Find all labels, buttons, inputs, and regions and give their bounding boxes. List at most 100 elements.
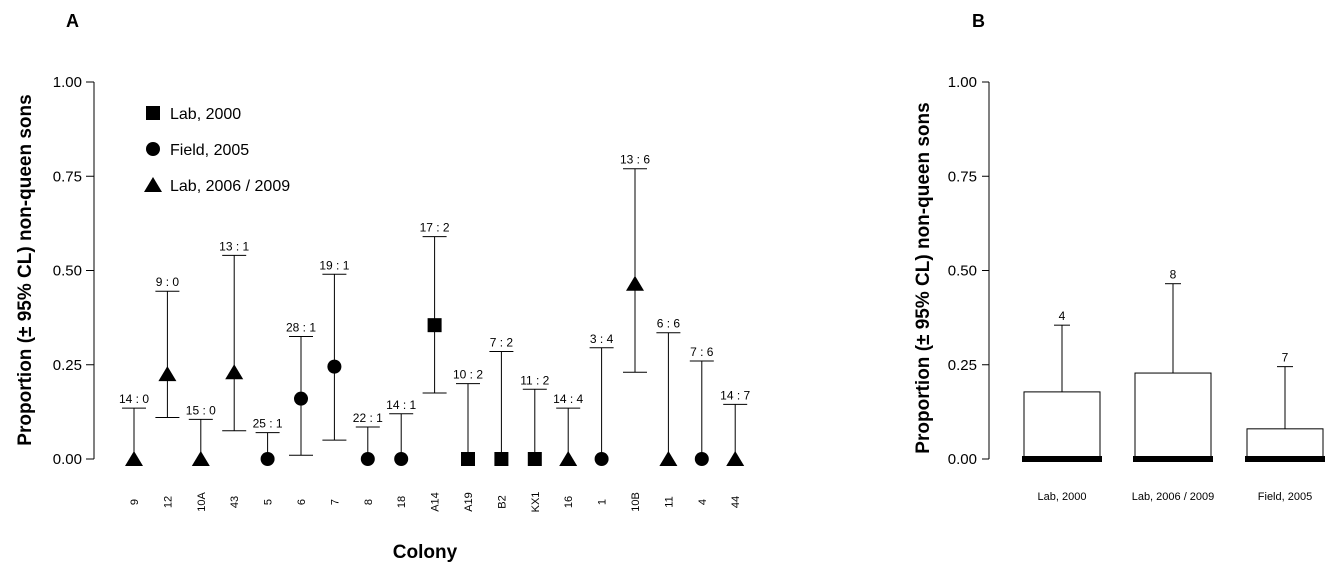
panel-b-bar — [1023, 391, 1101, 460]
panel-a-x-tick-label: 43 — [229, 496, 241, 508]
panel-a-y-tick-label: 0.00 — [53, 451, 82, 468]
panel-a-point-marker — [726, 451, 745, 466]
panel-b-letter: B — [972, 11, 985, 31]
panel-a-count-label: 14 : 1 — [386, 398, 416, 412]
panel-a-legend: Lab, 2000 Field, 2005 Lab, 2006 / 2009 — [144, 106, 290, 195]
panel-a-x-tick-label: 16 — [563, 496, 575, 508]
panel-a-x-tick-label: 10B — [630, 492, 642, 512]
panel-a-x-tick-label: 6 — [296, 499, 308, 505]
panel-a-x-tick-label: A19 — [463, 492, 475, 512]
panel-a-point-marker — [158, 366, 177, 382]
panel-a-point-group: 13 : 1 43 — [219, 239, 249, 508]
panel-a-point-group: 17 : 2 A14 — [420, 221, 450, 512]
panel-a-count-label: 6 : 6 — [657, 317, 681, 331]
panel-a-legend-label: Lab, 2000 — [170, 106, 241, 123]
panel-a-x-tick-label: 11 — [663, 496, 675, 507]
panel-a-legend-label: Lab, 2006 / 2009 — [170, 178, 290, 195]
panel-a-count-label: 10 : 2 — [453, 368, 483, 382]
panel-a-point-group: 14 : 4 16 — [553, 392, 583, 508]
panel-a: A 0.00 0.25 0.50 0.75 1.00 Proportion (± 95%… — [15, 11, 751, 563]
panel-a-point-marker — [626, 275, 644, 291]
panel-a-x-tick-label: 5 — [263, 499, 275, 505]
panel-a-point-marker — [494, 452, 509, 466]
panel-a-point-group: 13 : 6 10B — [620, 153, 650, 512]
panel-a-point-marker — [191, 451, 210, 466]
panel-a-point-group: 19 : 1 7 — [319, 258, 349, 505]
panel-a-point-group: 7 : 2 B2 — [489, 336, 514, 509]
panel-a-y-tick-label: 0.75 — [53, 168, 82, 185]
panel-a-point-group: 14 : 0 9 — [119, 392, 149, 505]
panel-b-category-label: Field, 2005 — [1258, 491, 1312, 503]
panel-a-count-label: 17 : 2 — [420, 221, 450, 235]
panel-b-baseline — [1022, 456, 1102, 462]
panel-a-x-tick-label: B2 — [496, 495, 508, 508]
panel-a-point-group: 7 : 6 4 — [689, 345, 714, 505]
panel-a-x-tick-label: 9 — [129, 499, 141, 505]
panel-a-point-marker — [394, 452, 409, 466]
panel-a-point-group: 14 : 7 44 — [720, 388, 750, 508]
panel-a-letter: A — [66, 11, 79, 31]
panel-a-y-tick-label: 0.50 — [53, 263, 82, 280]
panel-b-category-label: Lab, 2006 / 2009 — [1132, 491, 1215, 503]
panel-a-x-tick-label: 8 — [363, 499, 375, 505]
panel-a-point-group: 22 : 1 8 — [353, 411, 383, 505]
panel-b-bar-group: 8 Lab, 2006 / 2009 — [1132, 268, 1215, 503]
panel-a-point-group: 10 : 2 A19 — [453, 368, 483, 512]
panel-a-x-tick-label: 44 — [730, 496, 742, 508]
panel-b-category-label: Lab, 2000 — [1038, 491, 1087, 503]
panel-a-point-marker — [360, 452, 375, 466]
panel-a-count-label: 14 : 7 — [720, 388, 750, 402]
panel-a-point-marker — [327, 359, 342, 374]
panel-a-data: 14 : 0 9 9 : 0 12 15 : 0 10A 13 : 1 43 25 : 1 5 28… — [119, 153, 751, 513]
panel-a-point-marker — [694, 452, 709, 466]
panel-a-point-group: 28 : 1 6 — [286, 320, 316, 505]
panel-a-point-marker — [125, 451, 143, 466]
panel-a-point-marker — [427, 318, 442, 333]
panel-a-point-group: 9 : 0 12 — [155, 275, 180, 508]
panel-b-bar — [1246, 428, 1324, 460]
panel-b: B 0.00 0.25 0.50 0.75 1.00 Proportion (± 95%… — [913, 11, 1325, 503]
panel-a-count-label: 13 : 6 — [620, 153, 650, 167]
panel-a-x-tick-label: A14 — [430, 492, 442, 512]
panel-a-count-label: 14 : 4 — [553, 392, 583, 406]
panel-a-point-marker — [527, 452, 542, 466]
panel-a-point-marker — [559, 451, 578, 466]
panel-a-x-tick-label: 12 — [162, 496, 174, 508]
panel-a-count-label: 7 : 6 — [690, 345, 714, 359]
panel-a-point-group: 3 : 4 1 — [589, 332, 614, 505]
panel-a-point-marker — [225, 364, 244, 380]
panel-a-x-tick-label: 7 — [329, 499, 341, 505]
panel-b-bar — [1134, 372, 1212, 460]
panel-a-legend-label: Field, 2005 — [170, 142, 249, 159]
panel-a-count-label: 28 : 1 — [286, 320, 316, 334]
panel-a-point-group: 15 : 0 10A — [186, 403, 216, 511]
panel-a-point-marker — [260, 452, 275, 466]
panel-a-y-tick-label: 0.25 — [53, 357, 82, 374]
panel-b-bar-group: 4 Lab, 2000 — [1022, 309, 1102, 503]
panel-b-y-axis-label: Proportion (± 95% CL) non-queen sons — [913, 102, 934, 453]
panel-b-count-label: 8 — [1170, 268, 1177, 282]
panel-a-x-tick-label: 1 — [597, 499, 609, 505]
panel-a-count-label: 3 : 4 — [590, 332, 614, 346]
panel-a-point-group: 25 : 1 5 — [253, 417, 283, 505]
panel-a-legend-marker — [146, 142, 160, 156]
panel-a-point-marker — [659, 451, 678, 466]
panel-a-y-tick-label: 1.00 — [53, 74, 82, 91]
panel-a-point-group: 11 : 2 KX1 — [520, 373, 549, 512]
panel-a-point-group: 6 : 6 11 — [656, 317, 681, 508]
panel-b-bar-group: 7 Field, 2005 — [1245, 351, 1325, 503]
panel-a-legend-marker — [144, 177, 162, 192]
panel-a-x-axis-label: Colony — [393, 542, 458, 563]
panel-b-y-tick-label: 0.00 — [948, 451, 977, 468]
panel-a-count-label: 11 : 2 — [520, 373, 549, 387]
panel-b-data: 4 Lab, 2000 8 Lab, 2006 / 2009 7 Field, 2005 — [1022, 268, 1325, 503]
panel-a-x-tick-label: KX1 — [530, 492, 542, 513]
panel-a-count-label: 13 : 1 — [219, 239, 249, 253]
panel-b-y-tick-label: 0.75 — [948, 168, 977, 185]
panel-b-y-tick-label: 0.25 — [948, 357, 977, 374]
panel-b-y-tick-label: 1.00 — [948, 74, 977, 91]
panel-a-count-label: 9 : 0 — [156, 275, 180, 289]
panel-a-count-label: 7 : 2 — [490, 336, 514, 350]
panel-a-count-label: 22 : 1 — [353, 411, 383, 425]
